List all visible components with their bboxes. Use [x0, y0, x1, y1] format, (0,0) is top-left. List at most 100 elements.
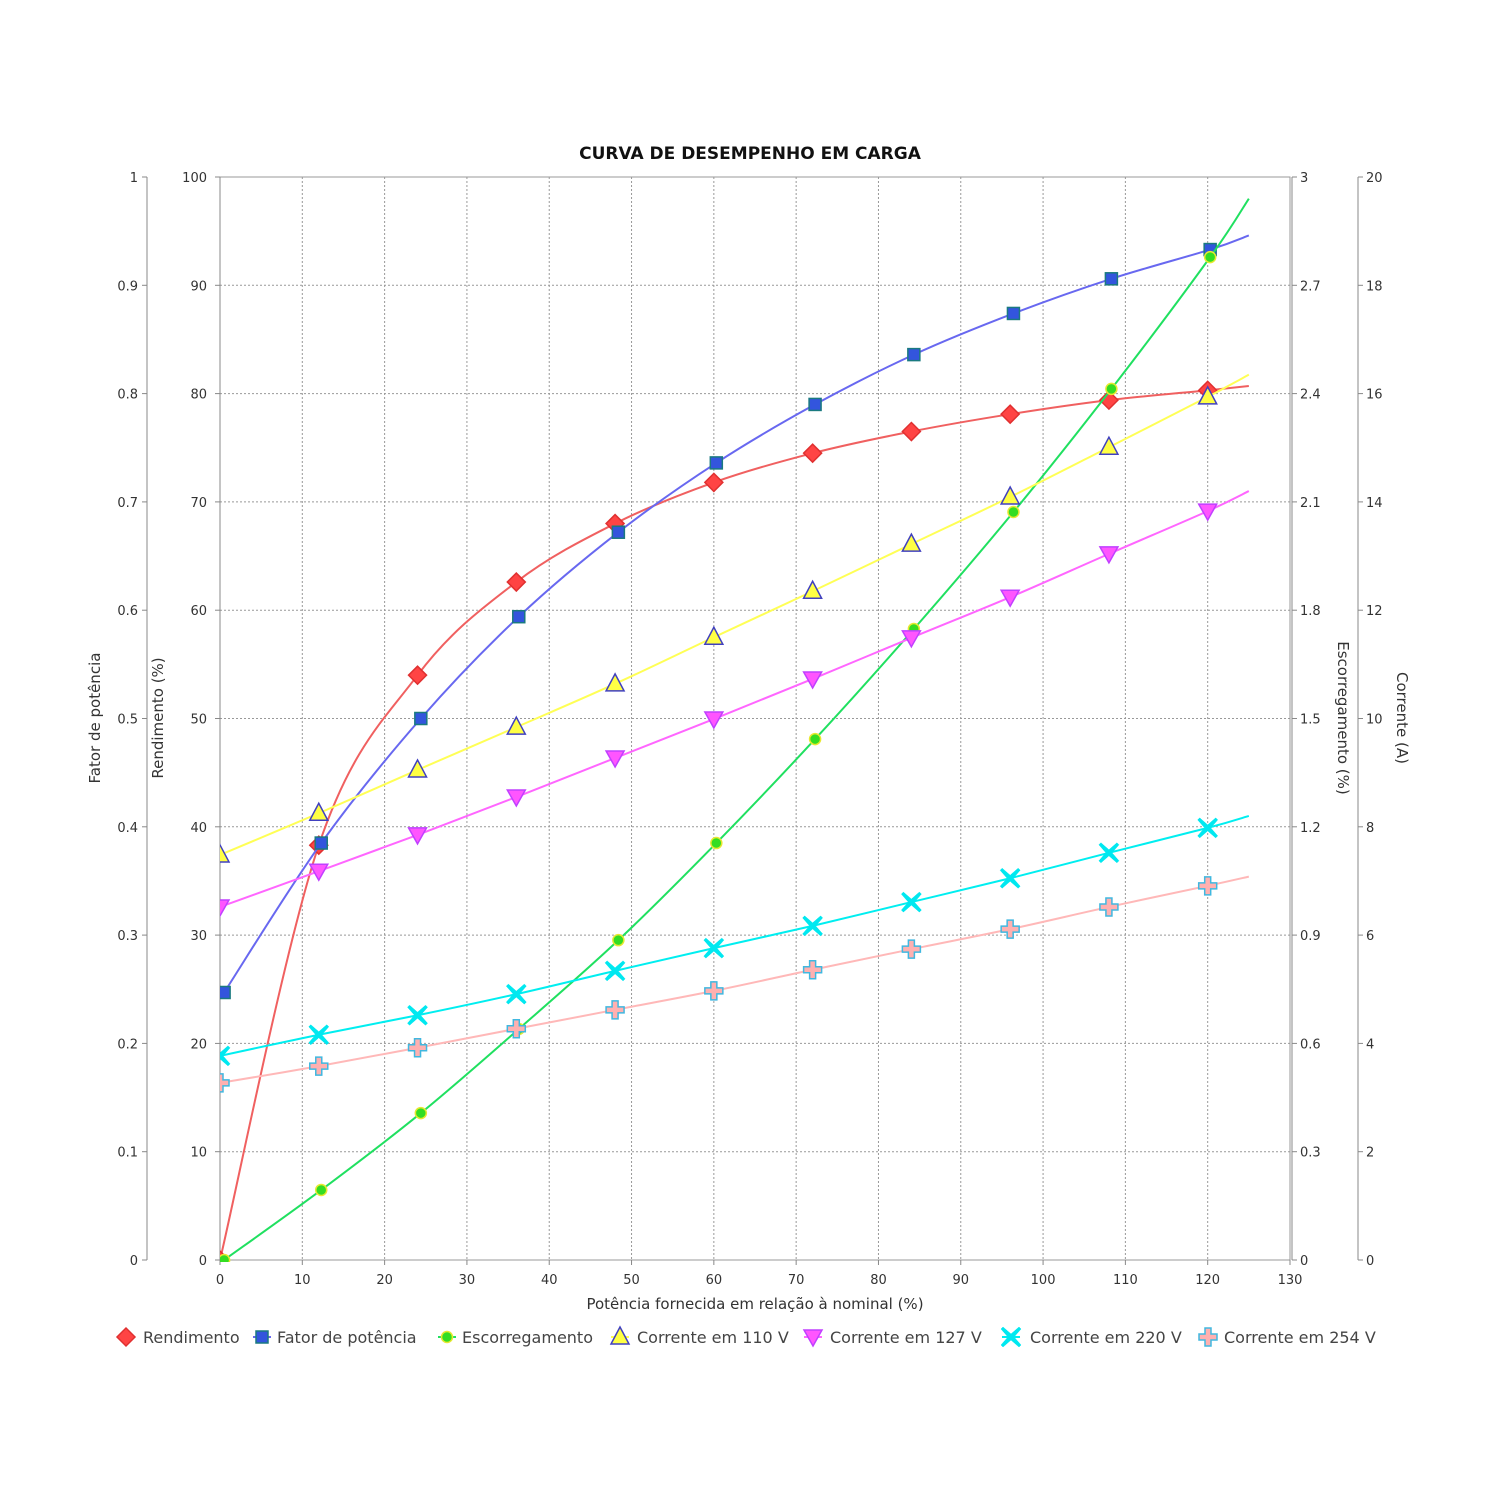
series-corrente-em-127-v: [220, 490, 1250, 918]
escorregamento-tick-label: 0.6: [1300, 1037, 1321, 1052]
data-point: [414, 711, 428, 726]
escorregamento-tick-label: 3: [1300, 171, 1308, 186]
rendimento-tick-label: 90: [190, 279, 207, 294]
data-point: [407, 665, 428, 686]
fator-tick-label: 0.7: [117, 496, 138, 511]
legend-item: Escorregamento: [438, 1328, 593, 1347]
data-point: [611, 525, 626, 539]
rendimento-tick-label: 50: [190, 713, 207, 728]
data-point: [407, 827, 428, 846]
legend-marker-triangle-up-icon: [609, 1325, 631, 1345]
x-tick-label: 30: [459, 1273, 476, 1288]
legend-marker-plus-icon: [1198, 1327, 1218, 1347]
legend-label: Corrente em 110 V: [637, 1328, 789, 1347]
data-point: [901, 891, 922, 913]
escorregamento-tick-label: 0.9: [1300, 929, 1321, 944]
corrente-tick-label: 14: [1366, 496, 1383, 511]
data-point: [407, 758, 428, 778]
corrente-tick-label: 4: [1366, 1037, 1374, 1052]
data-point: [802, 443, 823, 464]
x-tick-label: 20: [376, 1273, 393, 1288]
data-point: [1105, 382, 1118, 396]
data-point: [1099, 897, 1119, 917]
data-point: [407, 1004, 428, 1026]
corrente-tick-label: 20: [1366, 171, 1383, 186]
data-point: [612, 933, 625, 947]
rendimento-tick-label: 10: [190, 1146, 207, 1161]
fit-line: [220, 385, 1249, 1261]
data-point: [220, 899, 231, 918]
corrente-tick-label: 8: [1366, 821, 1374, 836]
x-tick-label: 10: [294, 1273, 311, 1288]
legend-marker-diamond-icon: [115, 1326, 137, 1348]
corrente-tick-label: 10: [1366, 713, 1383, 728]
legend-marker-circle-icon: [440, 1330, 454, 1344]
data-point: [1098, 435, 1120, 455]
data-point: [901, 421, 922, 442]
x-tick-label: 80: [870, 1273, 887, 1288]
data-point: [1197, 876, 1218, 896]
data-point: [901, 939, 922, 959]
plot-area: [219, 176, 1291, 1261]
data-point: [1007, 505, 1020, 519]
data-point: [802, 579, 823, 599]
data-point: [414, 1106, 428, 1120]
fator-axis-title: Fator de potência: [86, 653, 104, 784]
escorregamento-tick-label: 1.8: [1300, 604, 1321, 619]
data-point: [604, 672, 626, 692]
data-point: [506, 571, 527, 593]
x-tick-label: 110: [1113, 1273, 1138, 1288]
fator-tick-label: 0: [130, 1254, 138, 1269]
data-point: [220, 1253, 231, 1262]
chart-title: CURVA DE DESEMPENHO EM CARGA: [579, 144, 922, 164]
data-point: [802, 960, 823, 980]
data-point: [1197, 385, 1218, 405]
data-point: [308, 1024, 330, 1046]
data-point: [506, 1019, 527, 1039]
corrente-tick-label: 18: [1366, 279, 1383, 294]
escorregamento-tick-label: 2.7: [1300, 279, 1321, 294]
x-tick-label: 70: [788, 1273, 805, 1288]
legend-label: Rendimento: [143, 1328, 240, 1347]
legend-item: Corrente em 127 V: [802, 1328, 982, 1348]
data-point: [802, 671, 823, 690]
fator-tick-label: 0.2: [117, 1037, 138, 1052]
data-point: [309, 1056, 329, 1076]
series-corrente-em-220-v: [220, 815, 1250, 1067]
data-point: [1197, 503, 1218, 522]
rendimento-tick-label: 100: [182, 171, 207, 186]
fator-tick-label: 0.4: [117, 821, 138, 836]
data-point: [604, 960, 626, 982]
legend: Rendimento Fator de potência Escorregament…: [115, 1325, 1376, 1348]
data-point: [703, 711, 725, 730]
data-point: [308, 801, 330, 822]
data-point: [220, 1045, 231, 1067]
rendimento-tick-label: 20: [190, 1037, 207, 1052]
data-point: [703, 937, 725, 959]
fator-tick-label: 0.3: [117, 929, 138, 944]
data-point: [407, 1037, 428, 1058]
data-point: [1098, 546, 1120, 565]
fator-tick-label: 1: [130, 171, 138, 186]
escorregamento-tick-label: 0: [1300, 1254, 1308, 1269]
series-corrente-em-110-v: [220, 373, 1250, 863]
data-point: [506, 789, 527, 808]
data-point: [999, 867, 1021, 889]
data-point: [1000, 404, 1021, 425]
data-point: [703, 472, 724, 493]
rendimento-tick-label: 60: [190, 604, 207, 619]
data-point: [308, 863, 330, 882]
data-point: [709, 456, 724, 470]
data-point: [512, 609, 526, 624]
data-point: [505, 983, 527, 1005]
fator-tick-label: 0.1: [117, 1146, 138, 1161]
fator-tick-label: 0.6: [117, 604, 138, 619]
series-escorregamento: [220, 198, 1250, 1262]
legend-label: Corrente em 127 V: [830, 1328, 982, 1347]
legend-marker-x-icon: [1000, 1326, 1022, 1348]
rendimento-tick-label: 40: [190, 821, 207, 836]
series-corrente-em-254-v: [220, 875, 1250, 1093]
x-tick-label: 50: [623, 1273, 640, 1288]
rendimento-tick-label: 70: [190, 496, 207, 511]
